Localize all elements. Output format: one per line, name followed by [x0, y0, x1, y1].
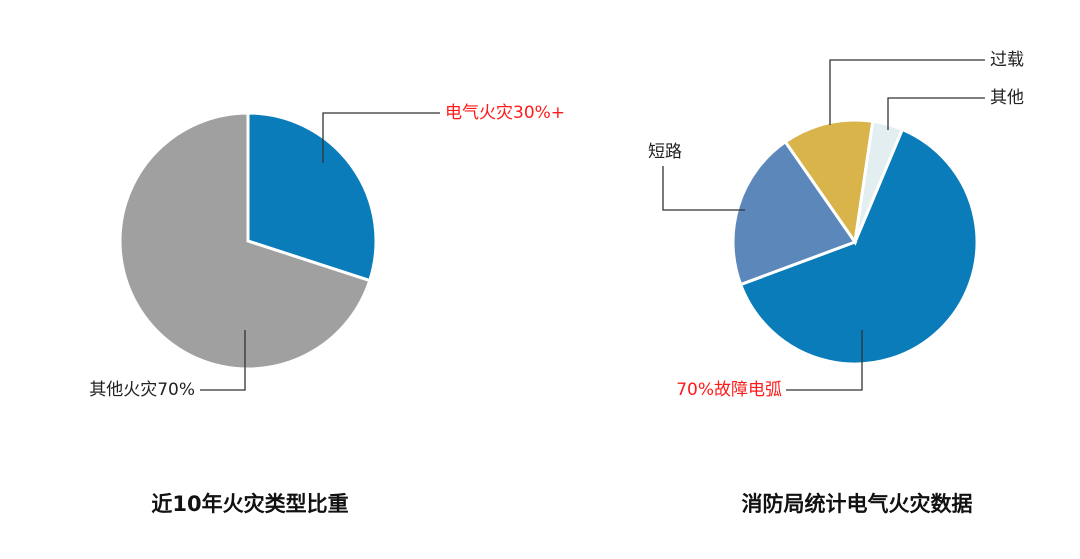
- pie-slice: [738, 127, 979, 366]
- chart-title: 消防局统计电气火灾数据: [742, 492, 973, 516]
- pie-slice: [783, 118, 875, 246]
- pie-slice: [731, 139, 858, 287]
- pie-slice: [118, 111, 372, 371]
- leader-line: [786, 330, 863, 391]
- chart-title: 近10年火灾类型比重: [151, 492, 348, 516]
- slice-label: 其他: [990, 88, 1024, 108]
- leader-line: [829, 59, 985, 125]
- leader-line: [200, 330, 246, 391]
- slice-label: 电气火灾30%+: [445, 103, 565, 123]
- leader-line: [662, 166, 745, 211]
- pie-slice: [246, 111, 378, 283]
- leader-line: [887, 97, 985, 130]
- slice-label: 70%故障电弧: [676, 380, 782, 400]
- leader-line: [322, 112, 440, 163]
- slice-label: 短路: [648, 142, 682, 162]
- slice-label: 过载: [990, 50, 1024, 70]
- slice-label: 其他火灾70%: [89, 380, 195, 400]
